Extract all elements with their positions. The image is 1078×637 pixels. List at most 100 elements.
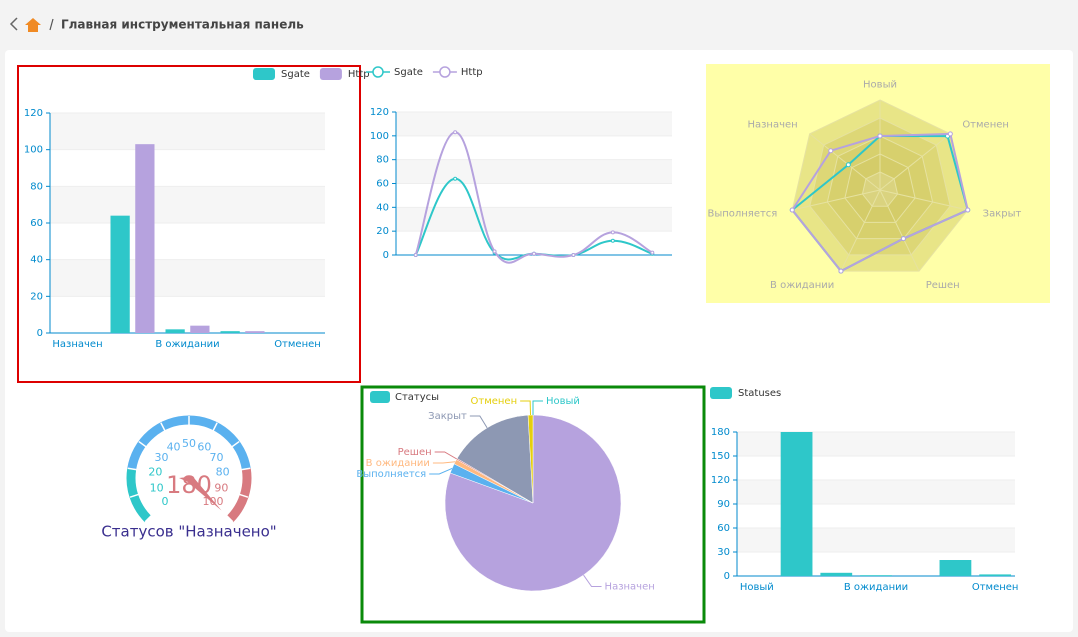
legend-swatch: [710, 387, 732, 399]
pie-leader: [469, 415, 488, 429]
pie-slice: [444, 414, 622, 592]
legend-label: Statuses: [738, 388, 781, 399]
bar: [110, 215, 130, 333]
pie-label: В ожидании: [366, 458, 430, 469]
x-tick-label: Новый: [740, 582, 774, 593]
gauge-tick: [232, 467, 251, 472]
legend-label: Http: [348, 69, 370, 80]
radar-indicator: Закрыт: [983, 208, 1022, 219]
home-icon[interactable]: [25, 18, 41, 32]
pie-label: Закрыт: [428, 411, 467, 422]
radar-axis: [879, 189, 968, 211]
point: [571, 253, 576, 257]
bar: [979, 574, 1012, 576]
legend-label: Http: [461, 67, 483, 78]
radar-point: [838, 268, 844, 274]
bar: [860, 575, 892, 576]
y-tick-label: 100: [370, 131, 389, 142]
y-tick-label: 180: [711, 427, 730, 438]
gauge-tick: [230, 490, 249, 498]
radar-background: [706, 64, 1050, 303]
split-area: [50, 259, 325, 297]
pie-label: Новый: [546, 396, 580, 407]
highlight-frame: [17, 65, 361, 383]
legend-label: Статусы: [395, 392, 439, 403]
point: [532, 251, 536, 256]
radar-indicator: Выполняется: [707, 208, 777, 219]
pie-leader: [434, 451, 458, 460]
radar-point: [900, 236, 906, 242]
x-tick-label: В ожидании: [155, 339, 219, 350]
legend-swatch: [319, 68, 342, 80]
split-area: [737, 432, 1015, 456]
y-tick-label: 120: [711, 475, 730, 486]
radar-indicator: Решен: [926, 280, 960, 291]
gauge-tick-label: 30: [154, 451, 168, 464]
y-tick-label: 150: [711, 451, 730, 462]
bar: [820, 572, 853, 576]
point: [610, 230, 615, 235]
line: [414, 131, 653, 264]
back-icon[interactable]: [9, 17, 18, 31]
legend-swatch: [253, 68, 275, 80]
y-tick-label: 20: [376, 226, 389, 237]
x-tick-label: Отменен: [972, 582, 1019, 593]
pie-leader: [583, 574, 602, 588]
bar: [780, 432, 813, 576]
radar-indicator: Назначен: [747, 119, 797, 130]
y-tick-label: 100: [24, 145, 43, 156]
split-area: [50, 113, 325, 150]
gauge-tick-label: 20: [148, 466, 162, 479]
pie-label: Назначен: [605, 582, 655, 593]
bar: [245, 331, 265, 333]
gauge-tick-label: 40: [167, 441, 181, 454]
bar: [939, 560, 972, 576]
y-tick-label: 80: [376, 155, 389, 166]
gauge-tick: [127, 467, 146, 472]
gauge-tick-label: 0: [161, 495, 168, 508]
gauge-tick-label: 80: [216, 466, 230, 479]
pie-leader: [520, 400, 532, 416]
gauge-tick: [144, 508, 159, 523]
radar-point: [845, 162, 851, 168]
gauge-tick: [138, 440, 154, 453]
radar-point: [789, 207, 795, 213]
radar-point: [828, 148, 834, 154]
y-tick-label: 90: [717, 499, 730, 510]
gauge-tick: [160, 422, 170, 440]
y-tick-label: 60: [717, 523, 730, 534]
bar: [220, 331, 240, 333]
radar-indicator: В ожидании: [770, 280, 834, 291]
radar-indicator: Отменен: [962, 119, 1009, 130]
point: [610, 238, 615, 243]
gauge-value: 180: [166, 471, 212, 499]
radar-indicator: Новый: [863, 80, 897, 91]
split-area: [737, 528, 1015, 552]
pie-leader: [532, 400, 543, 415]
bar: [135, 144, 155, 333]
radar-series: [791, 132, 969, 273]
x-tick-label: Отменен: [274, 339, 321, 350]
y-tick-label: 40: [30, 255, 43, 266]
bar: [190, 325, 210, 333]
y-tick-label: 120: [24, 108, 43, 119]
point: [413, 253, 418, 257]
legend-marker: [439, 66, 451, 78]
split-area: [737, 480, 1015, 504]
y-tick-label: 20: [30, 291, 43, 302]
gauge-tick: [224, 440, 240, 453]
highlight-frame: [360, 385, 706, 624]
radar-point: [877, 133, 883, 139]
gauge-tick-label: 10: [150, 482, 164, 495]
legend-label: Sgate: [394, 67, 423, 78]
y-tick-label: 120: [370, 107, 389, 118]
gauge-tick-label: 90: [214, 482, 228, 495]
gauge-tick-label: 70: [210, 451, 224, 464]
y-tick-label: 40: [376, 202, 389, 213]
split-area: [396, 112, 672, 136]
point: [453, 176, 458, 181]
legend-swatch: [370, 391, 390, 403]
y-tick-label: 60: [376, 179, 389, 190]
radar-axis: [879, 133, 951, 191]
